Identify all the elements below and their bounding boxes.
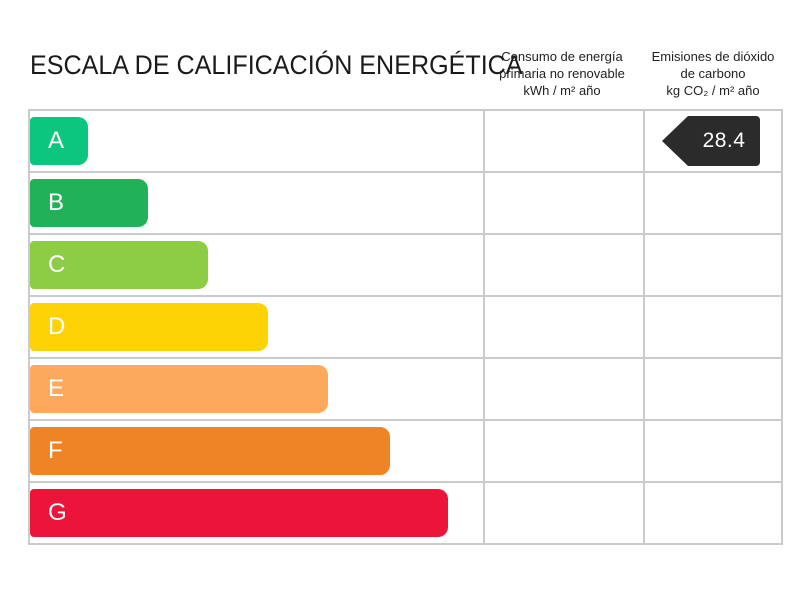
page-title: ESCALA DE CALIFICACIÓN ENERGÉTICA bbox=[30, 50, 523, 80]
rating-letter-e: E bbox=[48, 375, 65, 402]
cell-rating-d: D bbox=[30, 297, 483, 357]
cell-rating-f: F bbox=[30, 421, 483, 481]
rating-table: A 28.4 B C bbox=[28, 109, 783, 545]
cell-rating-e: E bbox=[30, 359, 483, 419]
rating-bar-d: D bbox=[30, 303, 268, 351]
rating-bar-f: F bbox=[30, 427, 390, 475]
rating-bar-a: A bbox=[30, 117, 88, 165]
rating-letter-a: A bbox=[48, 127, 65, 154]
consumo-line-2: primaria no renovable bbox=[499, 66, 625, 81]
emisiones-line-2: de carbono bbox=[680, 66, 746, 81]
consumo-line-3: kWh / m² año bbox=[523, 83, 601, 98]
cell-consumo-d bbox=[485, 297, 643, 357]
cell-consumo-c bbox=[485, 235, 643, 295]
cell-consumo-a bbox=[485, 111, 643, 171]
result-value: 28.4 bbox=[702, 129, 746, 152]
rating-letter-f: F bbox=[48, 437, 63, 464]
cell-emisiones-a: 28.4 bbox=[645, 111, 781, 171]
cell-emisiones-d bbox=[645, 297, 781, 357]
cell-rating-c: C bbox=[30, 235, 483, 295]
cell-consumo-g bbox=[485, 483, 643, 543]
rating-bar-c: C bbox=[30, 241, 208, 289]
cell-consumo-f bbox=[485, 421, 643, 481]
rating-letter-g: G bbox=[48, 499, 67, 526]
rating-letter-d: D bbox=[48, 313, 66, 340]
result-arrow-tip bbox=[662, 116, 688, 166]
emisiones-line-1: Emisiones de dióxido bbox=[651, 49, 775, 64]
cell-rating-b: B bbox=[30, 173, 483, 233]
rating-bar-e: E bbox=[30, 365, 328, 413]
result-arrow: 28.4 bbox=[662, 116, 760, 166]
rating-bar-b: B bbox=[30, 179, 148, 227]
column-header-consumo: Consumo de energía primaria no renovable… bbox=[483, 48, 641, 99]
cell-consumo-b bbox=[485, 173, 643, 233]
cell-rating-a: A bbox=[30, 111, 483, 171]
cell-rating-g: G bbox=[30, 483, 483, 543]
rating-bar-g: G bbox=[30, 489, 448, 537]
column-header-emisiones: Emisiones de dióxido de carbono kg CO₂ /… bbox=[643, 48, 783, 99]
result-arrow-body: 28.4 bbox=[688, 116, 760, 166]
consumo-line-1: Consumo de energía bbox=[501, 49, 623, 64]
cell-emisiones-e bbox=[645, 359, 781, 419]
rating-letter-b: B bbox=[48, 189, 65, 216]
cell-emisiones-g bbox=[645, 483, 781, 543]
rating-letter-c: C bbox=[48, 251, 66, 278]
cell-emisiones-c bbox=[645, 235, 781, 295]
emisiones-line-3: kg CO₂ / m² año bbox=[666, 83, 760, 98]
cell-consumo-e bbox=[485, 359, 643, 419]
cell-emisiones-b bbox=[645, 173, 781, 233]
cell-emisiones-f bbox=[645, 421, 781, 481]
